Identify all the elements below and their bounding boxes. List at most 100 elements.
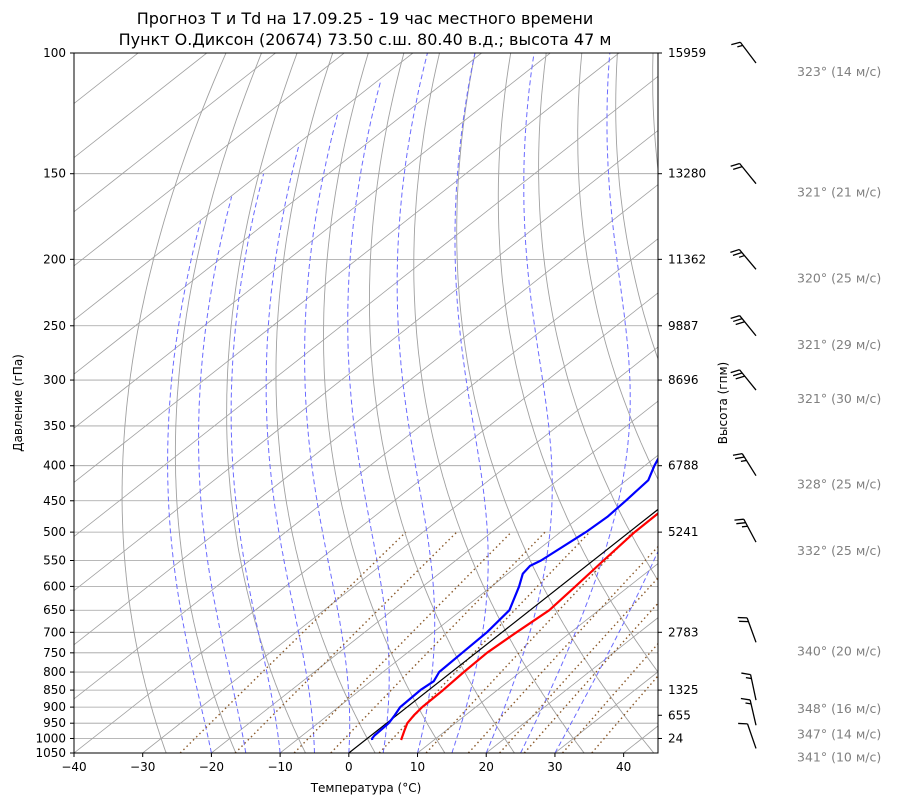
y-tick-label: 300 xyxy=(43,373,66,387)
dry-adiabat xyxy=(538,53,658,582)
y-tick-label: 400 xyxy=(43,459,66,473)
mixing-ratio-lines xyxy=(179,531,658,753)
isotherm-line xyxy=(211,400,658,753)
x-axis-ticks: −40 −30 −20 −10 0 10 20 30 40 xyxy=(61,753,631,774)
moist-adiabat xyxy=(347,81,390,753)
moist-adiabat xyxy=(167,221,212,753)
y-tick-label: 1000 xyxy=(35,731,66,745)
height-tick-label: 8696 xyxy=(668,373,699,387)
plot-frame xyxy=(73,52,659,754)
moist-adiabat xyxy=(396,53,436,753)
plot-area xyxy=(0,53,658,753)
isotherms xyxy=(0,53,658,753)
moist-adiabats xyxy=(167,53,658,753)
isotherm-line xyxy=(142,346,658,753)
dry-adiabat xyxy=(456,53,655,753)
wind-barb: 328° (25 м/с) xyxy=(732,453,881,492)
wind-label: 320° (25 м/с) xyxy=(797,270,881,285)
height-tick-label: 24 xyxy=(668,731,683,745)
wind-label: 347° (14 м/с) xyxy=(797,726,881,741)
height-tick-label: 655 xyxy=(668,708,691,722)
wind-barb: 347° (14 м/с) xyxy=(740,697,881,741)
isotherm-line xyxy=(0,53,1,753)
wind-label: 328° (25 м/с) xyxy=(797,477,881,492)
mixing-ratio-line xyxy=(293,531,512,753)
zero-isotherm-line xyxy=(348,508,658,753)
wind-label: 340° (20 м/с) xyxy=(797,643,881,658)
height-tick-label: 9887 xyxy=(668,319,699,333)
isotherm-line xyxy=(74,53,345,267)
zero-isotherm xyxy=(348,508,658,753)
y-tick-label: 500 xyxy=(43,525,66,539)
x-tick-label: 30 xyxy=(547,760,562,774)
wind-label: 321° (29 м/с) xyxy=(797,337,881,352)
x-tick-label: 0 xyxy=(345,760,353,774)
isotherm-line xyxy=(74,292,658,753)
moist-adiabat xyxy=(554,550,658,753)
wind-barb: 348° (16 м/с) xyxy=(741,672,881,716)
isotherm-line xyxy=(74,238,658,700)
wind-label: 341° (10 м/с) xyxy=(797,749,881,764)
mixing-ratio-line xyxy=(467,545,658,753)
height-tick-label: 6788 xyxy=(668,459,699,473)
isobars xyxy=(74,53,658,753)
y-tick-label: 350 xyxy=(43,419,66,433)
isotherm-line xyxy=(417,563,658,753)
y-tick-label: 550 xyxy=(43,554,66,568)
dry-adiabat xyxy=(615,53,658,361)
wind-label: 323° (14 м/с) xyxy=(797,64,881,79)
isotherm-line xyxy=(74,53,276,213)
y-axis-ticks: 100 150 200 250 300 350 400 450 500 550 600 650 700 7… xyxy=(35,46,74,760)
mixing-ratio-line xyxy=(330,531,546,753)
wind-barb: 340° (20 м/с) xyxy=(737,616,881,658)
height-tick-label: 15959 xyxy=(668,46,706,60)
dry-adiabat xyxy=(174,53,262,753)
x-tick-label: −20 xyxy=(199,760,224,774)
y-tick-label: 100 xyxy=(43,46,66,60)
height-tick-label: 2783 xyxy=(668,625,699,639)
mixing-ratio-line xyxy=(179,531,407,753)
dry-adiabats xyxy=(121,53,658,753)
mixing-ratio-line xyxy=(499,576,658,753)
height-axis-label: Высота (гпм) xyxy=(716,362,730,444)
wind-label: 348° (16 м/с) xyxy=(797,701,881,716)
dry-adiabat xyxy=(577,53,658,481)
x-tick-label: −10 xyxy=(267,760,292,774)
y-tick-label: 450 xyxy=(43,494,66,508)
x-tick-label: 40 xyxy=(616,760,631,774)
dry-adiabat xyxy=(323,53,446,753)
x-axis-label: Температура (°C) xyxy=(310,781,422,795)
isotherm-line xyxy=(74,53,551,429)
isotherm-line xyxy=(74,53,620,483)
moist-adiabat xyxy=(451,53,489,753)
moist-adiabat xyxy=(230,173,281,753)
y-tick-label: 850 xyxy=(43,683,66,697)
profiles xyxy=(371,457,658,741)
mixing-ratio-line xyxy=(378,531,591,753)
isotherm-line xyxy=(74,53,414,321)
y-tick-label: 600 xyxy=(43,579,66,593)
height-tick-label: 11362 xyxy=(668,252,706,266)
dry-adiabat xyxy=(413,53,585,753)
x-tick-label: 10 xyxy=(410,760,425,774)
wind-barb: 321° (30 м/с) xyxy=(730,369,881,406)
y-tick-label: 800 xyxy=(43,665,66,679)
y-tick-label: 250 xyxy=(43,319,66,333)
y-tick-label: 650 xyxy=(43,603,66,617)
isotherm-line xyxy=(279,454,658,753)
isotherm-line xyxy=(74,53,208,159)
moist-adiabat xyxy=(304,112,351,753)
chart-title-line1: Прогноз T и Td на 17.09.25 - 19 час мест… xyxy=(137,9,593,28)
wind-barb: 341° (10 м/с) xyxy=(738,722,881,764)
isotherm-line xyxy=(74,75,658,537)
moist-adiabat xyxy=(485,53,553,753)
wind-label: 332° (25 м/с) xyxy=(797,543,881,558)
y-tick-label: 200 xyxy=(43,252,66,266)
y-tick-label: 1050 xyxy=(35,746,66,760)
profile-T xyxy=(400,512,658,741)
wind-barb: 321° (29 м/с) xyxy=(730,314,881,352)
dry-adiabat xyxy=(497,53,658,673)
isotherm-line xyxy=(74,130,658,592)
wind-barb: 323° (14 м/с) xyxy=(731,41,881,79)
